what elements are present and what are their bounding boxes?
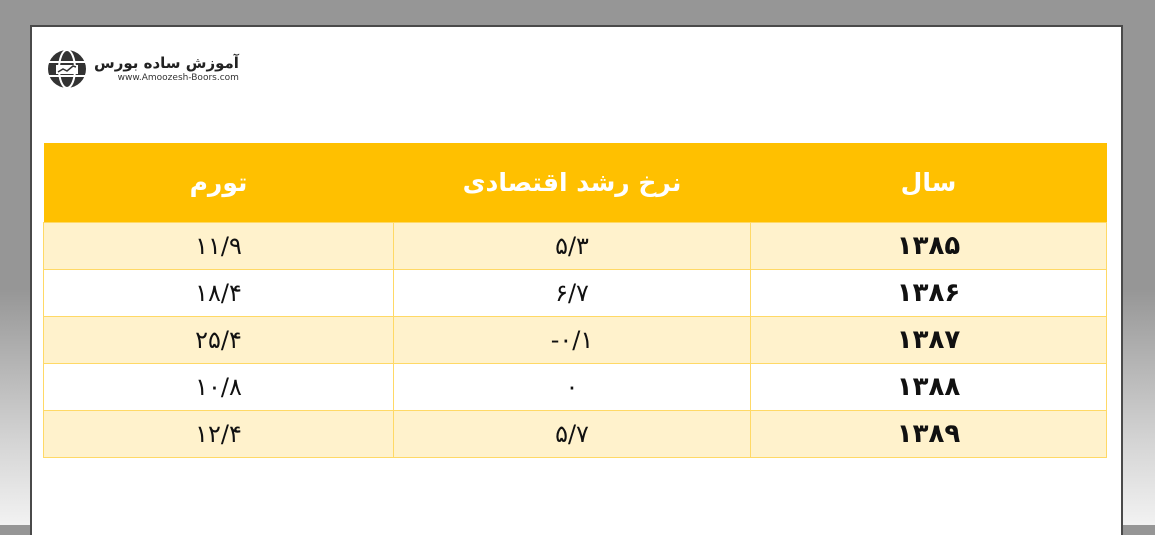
- cell-growth-rate: ۶/۷: [393, 269, 751, 317]
- logo-title: آموزش ساده بورس: [94, 54, 239, 72]
- cell-year: ۱۳۸۷: [750, 316, 1107, 364]
- cell-year: ۱۳۸۶: [750, 269, 1107, 317]
- cell-inflation: ۱۱/۹: [43, 222, 394, 270]
- header-inflation: تورم: [43, 143, 394, 223]
- table-row: ۱۳۸۹ ۵/۷ ۱۲/۴: [43, 410, 1107, 458]
- table-header-row: سال نرخ رشد اقتصادی تورم: [43, 143, 1107, 223]
- header-year: سال: [750, 143, 1107, 223]
- logo: آموزش ساده بورس www.Amoozesh-Boors.com: [46, 48, 239, 90]
- cell-inflation: ۱۰/۸: [43, 363, 394, 411]
- cell-growth-rate: ۵/۷: [393, 410, 751, 458]
- cell-year: ۱۳۸۸: [750, 363, 1107, 411]
- globe-chart-icon: [48, 49, 86, 89]
- table-row: ۱۳۸۸ ۰ ۱۰/۸: [43, 363, 1107, 411]
- data-table: سال نرخ رشد اقتصادی تورم ۱۳۸۵ ۵/۳ ۱۱/۹ ۱…: [43, 143, 1107, 458]
- cell-year: ۱۳۸۵: [750, 222, 1107, 270]
- cell-inflation: ۱۸/۴: [43, 269, 394, 317]
- cell-growth-rate: -۰/۱: [393, 316, 751, 364]
- table-row: ۱۳۸۷ -۰/۱ ۲۵/۴: [43, 316, 1107, 364]
- logo-url: www.Amoozesh-Boors.com: [117, 73, 239, 83]
- cell-growth-rate: ۰: [393, 363, 751, 411]
- table-row: ۱۳۸۶ ۶/۷ ۱۸/۴: [43, 269, 1107, 317]
- table-row: ۱۳۸۵ ۵/۳ ۱۱/۹: [43, 222, 1107, 270]
- cell-inflation: ۲۵/۴: [43, 316, 394, 364]
- cell-growth-rate: ۵/۳: [393, 222, 751, 270]
- cell-year: ۱۳۸۹: [750, 410, 1107, 458]
- header-growth-rate: نرخ رشد اقتصادی: [393, 143, 751, 223]
- cell-inflation: ۱۲/۴: [43, 410, 394, 458]
